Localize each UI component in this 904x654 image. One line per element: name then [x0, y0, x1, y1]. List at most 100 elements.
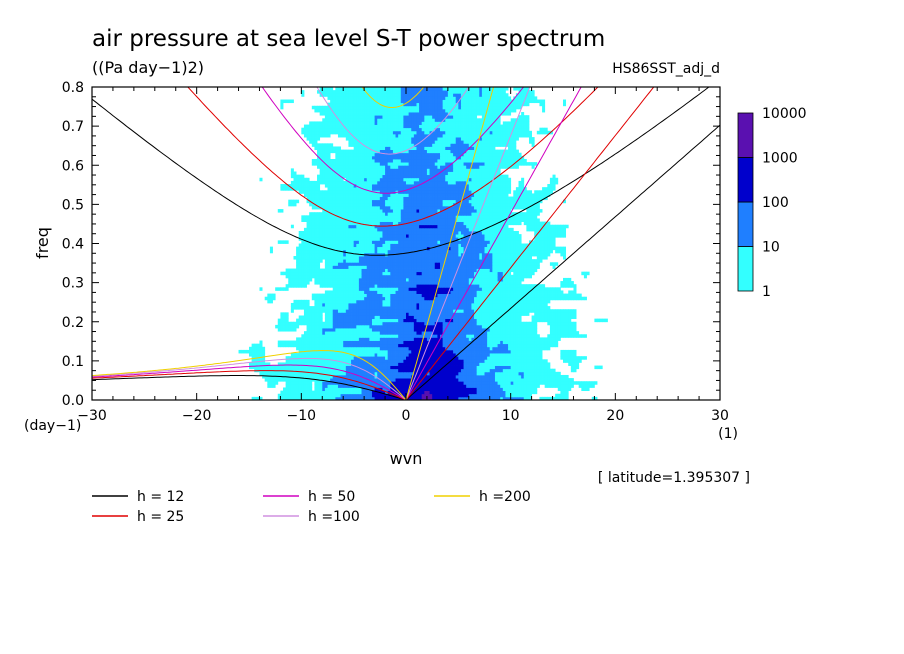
spectrum-cell — [332, 293, 336, 298]
spectrum-cell — [361, 299, 365, 304]
spectrum-cell — [510, 324, 514, 329]
spectrum-cell — [450, 290, 454, 294]
spectrum-cell — [521, 368, 525, 373]
spectrum-cell — [442, 324, 446, 329]
spectrum-cell — [515, 309, 519, 313]
spectrum-cell — [340, 271, 344, 276]
spectrum-cell — [442, 390, 446, 395]
spectrum-cell — [484, 390, 488, 395]
spectrum-cell — [319, 249, 323, 254]
spectrum-cell — [364, 349, 368, 354]
spectrum-cell — [293, 274, 297, 279]
spectrum-cell — [468, 277, 472, 282]
spectrum-cell — [280, 328, 284, 332]
spectrum-cell — [432, 271, 436, 276]
spectrum-cell — [453, 384, 457, 388]
spectrum-cell — [356, 277, 360, 282]
spectrum-cell — [322, 340, 326, 345]
spectrum-cell — [413, 334, 417, 338]
spectrum-cell — [476, 284, 480, 288]
spectrum-cell — [361, 296, 365, 301]
spectrum-cell — [458, 365, 462, 370]
spectrum-cell — [306, 346, 310, 351]
spectrum-cell — [526, 334, 530, 338]
spectrum-cell — [424, 309, 428, 313]
spectrum-cell — [330, 387, 334, 392]
spectrum-cell — [570, 309, 574, 313]
spectrum-cell — [406, 374, 410, 379]
spectrum-cell — [403, 296, 407, 301]
spectrum-cell — [327, 396, 331, 400]
spectrum-cell — [298, 268, 302, 273]
spectrum-cell — [489, 296, 493, 301]
spectrum-cell — [544, 299, 548, 304]
spectrum-cell — [356, 296, 360, 301]
spectrum-cell — [458, 312, 462, 316]
spectrum-cell — [358, 371, 362, 376]
spectrum-cell — [494, 334, 498, 338]
spectrum-cell — [445, 274, 449, 279]
spectrum-cell — [481, 281, 485, 285]
spectrum-cell — [387, 287, 391, 291]
spectrum-cell — [500, 340, 504, 345]
spectrum-cell — [408, 328, 412, 332]
spectrum-cell — [492, 306, 496, 310]
spectrum-cell — [536, 337, 540, 341]
spectrum-cell — [445, 374, 449, 379]
spectrum-cell — [573, 309, 577, 313]
spectrum-cell — [557, 384, 561, 388]
spectrum-cell — [466, 378, 470, 382]
spectrum-cell — [479, 337, 483, 341]
spectrum-cell — [497, 309, 501, 313]
spectrum-cell — [497, 315, 501, 320]
spectrum-cell — [458, 390, 462, 395]
spectrum-cell — [434, 381, 438, 385]
spectrum-cell — [440, 368, 444, 373]
spectrum-cell — [340, 328, 344, 332]
spectrum-cell — [361, 259, 365, 263]
spectrum-cell — [411, 306, 415, 310]
spectrum-cell — [513, 396, 517, 400]
spectrum-cell — [330, 309, 334, 313]
spectrum-cell — [515, 287, 519, 291]
spectrum-cell — [531, 262, 535, 266]
spectrum-cell — [497, 368, 501, 373]
spectrum-cell — [351, 293, 355, 298]
spectrum-cell — [563, 315, 567, 320]
spectrum-cell — [337, 299, 341, 304]
spectrum-cell — [379, 340, 383, 345]
spectrum-cell — [377, 262, 381, 266]
spectrum-cell — [382, 290, 386, 294]
spectrum-cell — [290, 362, 294, 366]
spectrum-cell — [539, 368, 543, 373]
spectrum-cell — [361, 324, 365, 329]
spectrum-cell — [421, 312, 425, 316]
spectrum-cell — [479, 271, 483, 276]
spectrum-cell — [497, 387, 501, 392]
spectrum-cell — [500, 309, 504, 313]
spectrum-cell — [337, 306, 341, 310]
spectrum-cell — [502, 362, 506, 366]
spectrum-cell — [351, 306, 355, 310]
spectrum-cell — [314, 309, 318, 313]
spectrum-cell — [408, 334, 412, 338]
spectrum-cell — [351, 296, 355, 301]
spectrum-cell — [576, 356, 580, 360]
spectrum-cell — [429, 299, 433, 304]
spectrum-cell — [581, 296, 585, 301]
spectrum-cell — [476, 287, 480, 291]
spectrum-cell — [560, 312, 564, 316]
spectrum-cell — [424, 299, 428, 304]
spectrum-cell — [353, 340, 357, 345]
spectrum-cell — [251, 365, 255, 370]
spectrum-cell — [413, 362, 417, 366]
spectrum-cell — [322, 387, 326, 392]
spectrum-cell — [515, 268, 519, 273]
spectrum-cell — [317, 384, 321, 388]
spectrum-cell — [390, 274, 394, 279]
spectrum-cell — [351, 393, 355, 398]
spectrum-cell — [455, 249, 459, 254]
spectrum-cell — [348, 387, 352, 392]
spectrum-cell — [534, 340, 538, 345]
spectrum-cell — [392, 324, 396, 329]
